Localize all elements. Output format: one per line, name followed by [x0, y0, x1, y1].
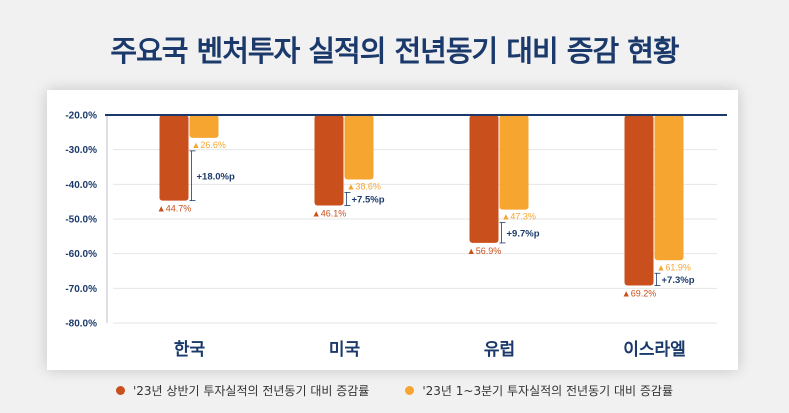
legend: '23년 상반기 투자실적의 전년동기 대비 증감률 '23년 1~3분기 투자…	[0, 382, 789, 399]
bar-q1q3	[344, 115, 374, 180]
difference-label: +18.0%p	[197, 171, 235, 182]
y-tick-label: -40.0%	[65, 180, 97, 191]
value-label-q1q3: ▲26.6%	[192, 140, 226, 150]
y-tick-label: -80.0%	[65, 319, 97, 330]
bar-h1	[624, 115, 654, 286]
bar-q1q3	[499, 115, 529, 210]
bar-q1q3	[189, 115, 219, 138]
x-category-label: 유럽	[484, 340, 515, 360]
chart-panel: -20.0% -30.0% -40.0% -50.0% -60.0% -70.0% -80.…	[47, 90, 738, 370]
legend-swatch-q1q3	[405, 386, 415, 395]
difference-label: +7.5%p	[352, 194, 385, 205]
bar-q1q3	[654, 115, 684, 261]
difference-label: +9.7%p	[507, 228, 540, 239]
legend-item-h1: '23년 상반기 투자실적의 전년동기 대비 증감률	[115, 382, 370, 399]
legend-swatch-h1	[115, 386, 125, 395]
value-label-q1q3: ▲47.3%	[502, 212, 536, 222]
legend-label-h1: '23년 상반기 투자실적의 전년동기 대비 증감률	[132, 384, 370, 398]
legend-item-q1q3: '23년 1~3분기 투자실적의 전년동기 대비 증감률	[405, 382, 673, 399]
x-category-label: 이스라엘	[623, 340, 686, 360]
chart-title: 주요국 벤처투자 실적의 전년동기 대비 증감 현황	[110, 34, 679, 68]
x-category-label: 미국	[329, 340, 361, 360]
y-tick-label: -60.0%	[65, 249, 97, 260]
bar-h1	[159, 115, 189, 201]
legend-label-q1q3: '23년 1~3분기 투자실적의 전년동기 대비 증감률	[422, 384, 674, 398]
y-tick-label: -20.0%	[65, 111, 97, 122]
value-label-h1: ▲46.1%	[312, 208, 346, 218]
y-tick-label: -70.0%	[65, 284, 97, 295]
bar-h1	[314, 115, 344, 206]
bar-h1	[469, 115, 499, 243]
x-category-label: 한국	[174, 340, 206, 360]
bar-chart: -20.0% -30.0% -40.0% -50.0% -60.0% -70.0% -80.…	[65, 111, 727, 360]
difference-label: +7.3%p	[662, 275, 695, 286]
value-label-h1: ▲69.2%	[622, 289, 656, 299]
value-label-q1q3: ▲61.9%	[657, 262, 691, 272]
value-label-h1: ▲56.9%	[467, 246, 501, 256]
y-tick-label: -30.0%	[65, 145, 97, 156]
value-label-q1q3: ▲38.6%	[347, 181, 381, 191]
y-tick-label: -50.0%	[65, 215, 97, 226]
value-label-h1: ▲44.7%	[157, 204, 191, 214]
